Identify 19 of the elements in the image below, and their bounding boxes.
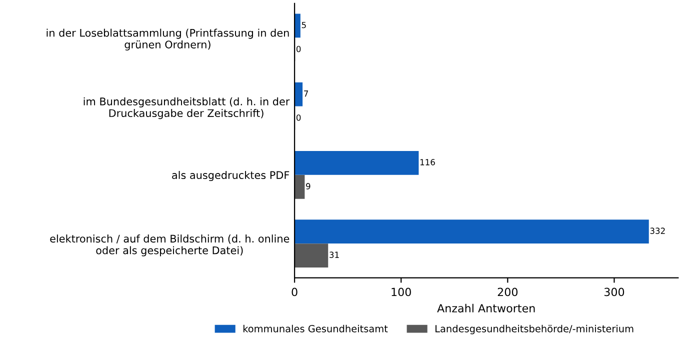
y-tick-label: elektronisch / auf dem Bildschirm (d. h. online oder als gespeicherte Datei)	[50, 234, 290, 256]
legend-label: Landesgesundheitsbehörde/-ministerium	[436, 324, 634, 334]
y-tick-label: als ausgedrucktes PDF	[172, 170, 290, 182]
y-tick-label: im Bundesgesundheitsblatt (d. h. in der Druckausgabe der Zeitschrift)	[84, 97, 290, 120]
legend-label: kommunales Gesundheitsamt	[243, 324, 388, 332]
x-tick-label: 100	[392, 288, 411, 296]
data-label: 0	[296, 46, 301, 52]
x-tick-label: 200	[498, 288, 518, 296]
x-tick-label: 0	[292, 288, 298, 296]
data-label: 5	[302, 22, 306, 28]
data-label: 7	[304, 90, 308, 97]
x-axis-title: Anzahl Antworten	[437, 304, 535, 312]
data-label: 116	[420, 159, 435, 166]
y-tick-label: in der Loseblattsammlung (Printfassung in den grünen Ordnern)	[46, 28, 289, 50]
data-label: 332	[650, 228, 665, 234]
x-tick-label: 300	[604, 288, 624, 296]
data-label: 31	[330, 252, 339, 258]
data-label: 9	[306, 183, 310, 190]
data-label: 0	[296, 114, 301, 121]
